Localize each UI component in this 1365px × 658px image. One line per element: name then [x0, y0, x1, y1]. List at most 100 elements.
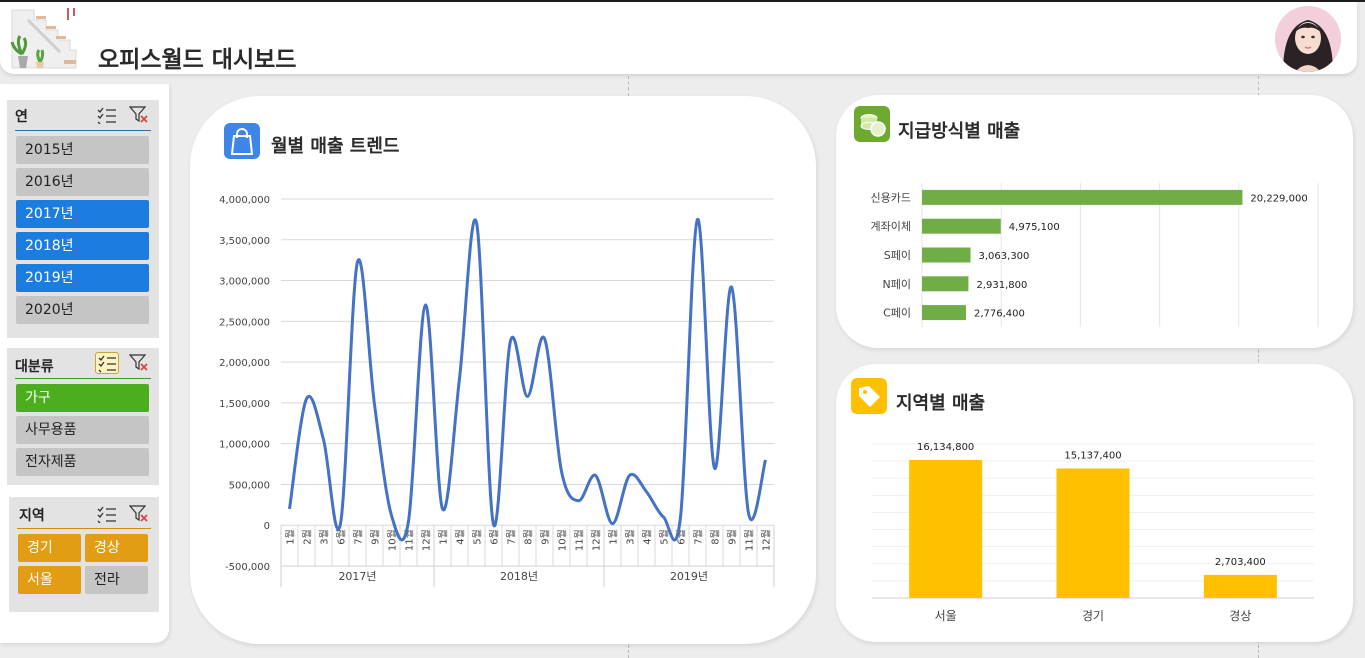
- x-tick-label: 11월: [744, 529, 756, 551]
- slicer-region-item[interactable]: 서울: [18, 566, 81, 594]
- slicer-year-item[interactable]: 2018년: [16, 232, 149, 260]
- multi-select-icon[interactable]: [95, 352, 119, 374]
- y-tick-label: 4,000,000: [219, 195, 270, 206]
- x-tick-label: 11월: [574, 529, 586, 551]
- slicer-year: 연 2015년 2016년 2017년 2018년 2019년 2020년: [7, 100, 159, 338]
- x-tick-label: 12월: [591, 529, 603, 551]
- y-tick-label: 1,500,000: [219, 399, 270, 410]
- x-tick-label: 1월: [608, 529, 620, 545]
- payment-card: 지급방식별 매출 신용카드 20,229,000 계좌이체 4,975,100 S페이 3…: [836, 95, 1353, 348]
- payment-category-label: 신용카드: [871, 191, 911, 204]
- y-tick-label: 2,000,000: [219, 358, 270, 369]
- x-tick-label: 6월: [336, 529, 348, 545]
- price-tag-icon: [851, 378, 887, 414]
- region-chart: 16,134,800 서울 15,137,400 경기 2,703,400 경상: [872, 442, 1314, 623]
- x-tick-label: 7월: [506, 529, 518, 545]
- region-bar: [1056, 468, 1130, 598]
- slicer-year-item[interactable]: 2019년: [16, 264, 149, 292]
- payment-value-label: 20,229,000: [1250, 193, 1307, 204]
- payment-value-label: 4,975,100: [1009, 222, 1060, 233]
- group-label: 2019년: [670, 570, 708, 583]
- region-bar: [909, 459, 983, 598]
- trend-card: 월별 매출 트렌드 4,000,000 3,500,000 3,000,000 2,5…: [190, 96, 816, 644]
- region-value-label: 16,134,800: [917, 442, 974, 453]
- payment-bar: [922, 247, 971, 263]
- user-avatar[interactable]: [1275, 6, 1341, 72]
- slicer-year-title: 연: [15, 109, 28, 125]
- group-label: 2018년: [500, 570, 538, 583]
- page-title: 오피스월드 대시보드: [98, 47, 297, 73]
- slicer-region-title: 지역: [19, 508, 45, 524]
- slicer-category-title: 대분류: [15, 359, 54, 375]
- page-break-line: [1258, 345, 1259, 367]
- shopping-bag-icon: [224, 123, 260, 159]
- group-label: 2017년: [338, 570, 376, 583]
- payment-bar: [922, 218, 1001, 234]
- slicer-category-item[interactable]: 전자제품: [16, 448, 149, 476]
- region-card: 지역별 매출 16,134,800 서울 15,137,400 경기 2,703,400…: [836, 364, 1353, 642]
- region-category-label: 경상: [1229, 609, 1251, 623]
- x-tick-label: 3월: [319, 529, 331, 545]
- x-tick-label: 9월: [727, 529, 739, 545]
- page-break-line: [628, 76, 629, 96]
- payment-category-label: 계좌이체: [871, 220, 911, 233]
- payment-bar: [922, 189, 1243, 205]
- payment-value-label: 3,063,300: [979, 251, 1030, 262]
- stairs-plants-logo-icon: [8, 6, 80, 72]
- clear-filter-icon[interactable]: [128, 354, 149, 372]
- payment-value-label: 2,931,800: [976, 280, 1027, 291]
- slicer-category-item[interactable]: 사무용품: [16, 416, 149, 444]
- x-tick-label: 9월: [370, 529, 382, 545]
- multi-select-icon[interactable]: [97, 505, 117, 524]
- x-tick-label: 12월: [761, 529, 773, 551]
- x-tick-label: 1월: [285, 529, 297, 545]
- slicer-year-item[interactable]: 2015년: [16, 136, 149, 164]
- slicer-region-item[interactable]: 전라: [85, 566, 148, 594]
- payment-card-title: 지급방식별 매출: [898, 121, 1021, 142]
- y-tick-label: 0: [264, 521, 270, 532]
- clear-filter-icon[interactable]: [128, 505, 149, 523]
- x-tick-label: 8월: [710, 529, 722, 545]
- x-tick-label: 9월: [540, 529, 552, 545]
- multi-select-icon[interactable]: [97, 106, 117, 125]
- payment-value-label: 2,776,400: [974, 309, 1025, 320]
- slicer-category-item[interactable]: 가구: [16, 384, 149, 412]
- slicer-region-item[interactable]: 경상: [85, 534, 148, 562]
- payment-chart: 신용카드 20,229,000 계좌이체 4,975,100 S페이 3,063,300 N…: [871, 183, 1319, 327]
- y-tick-label: 2,500,000: [219, 317, 270, 328]
- slicer-year-divider: [15, 130, 151, 131]
- x-tick-label: 3월: [625, 529, 637, 545]
- slicer-category-divider: [15, 378, 151, 379]
- y-tick-label: -500,000: [225, 562, 270, 573]
- x-tick-label: 5월: [472, 529, 484, 545]
- x-tick-label: 5월: [659, 529, 671, 545]
- x-tick-label: 7월: [693, 529, 705, 545]
- sidebar: 연 2015년 2016년 2017년 2018년 2019년 2020년 대분…: [0, 84, 169, 643]
- slicer-region-item[interactable]: 경기: [18, 534, 81, 562]
- slicer-category: 대분류 가구 사무용품 전자제품: [7, 348, 159, 485]
- slicer-year-item[interactable]: 2020년: [16, 296, 149, 324]
- payment-category-label: C페이: [883, 307, 911, 320]
- payment-bar: [922, 276, 969, 292]
- x-tick-label: 6월: [489, 529, 501, 545]
- y-tick-label: 1,000,000: [219, 440, 270, 451]
- top-border: [0, 0, 1365, 2]
- payment-category-label: N페이: [883, 278, 911, 291]
- slicer-year-item[interactable]: 2016년: [16, 168, 149, 196]
- region-value-label: 15,137,400: [1064, 450, 1121, 461]
- clear-filter-icon[interactable]: [128, 106, 149, 124]
- payment-bar: [922, 305, 966, 321]
- x-tick-label: 10월: [387, 529, 399, 551]
- y-tick-label: 3,500,000: [219, 236, 270, 247]
- page-break-line: [628, 640, 629, 658]
- header-bar: 오피스월드 대시보드: [0, 2, 1357, 74]
- slicer-year-item[interactable]: 2017년: [16, 200, 149, 228]
- trend-card-title: 월별 매출 트렌드: [271, 136, 400, 157]
- region-category-label: 경기: [1082, 609, 1104, 623]
- region-bar: [1203, 574, 1277, 598]
- x-tick-label: 8월: [523, 529, 535, 545]
- region-card-title: 지역별 매출: [896, 393, 986, 414]
- slicer-region: 지역 경기 경상 서울 전라: [9, 497, 159, 612]
- coins-icon: [854, 106, 890, 142]
- page-break-line: [1258, 640, 1259, 658]
